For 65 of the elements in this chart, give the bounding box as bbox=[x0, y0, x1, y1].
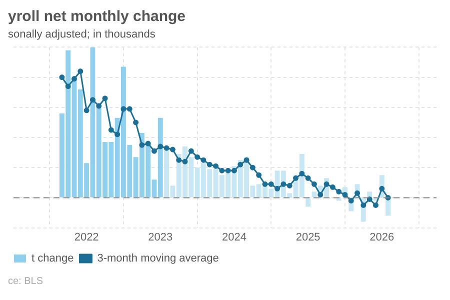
point bbox=[250, 164, 256, 170]
point bbox=[65, 84, 71, 90]
point bbox=[274, 186, 280, 192]
point bbox=[299, 170, 305, 176]
x-tick-label: 2024 bbox=[222, 231, 246, 244]
bar bbox=[336, 198, 342, 201]
point bbox=[96, 103, 102, 109]
legend-label: 3-month moving average bbox=[97, 252, 219, 265]
point bbox=[182, 158, 188, 164]
bar bbox=[306, 198, 311, 207]
point bbox=[145, 140, 151, 146]
point bbox=[324, 181, 330, 187]
x-tick-label: 2022 bbox=[74, 231, 99, 244]
point bbox=[372, 202, 378, 208]
point bbox=[126, 106, 132, 112]
text: ce: BLS bbox=[8, 276, 44, 287]
point bbox=[108, 127, 114, 133]
point bbox=[280, 181, 286, 187]
chart-title: yroll net monthly change bbox=[8, 8, 186, 26]
point bbox=[90, 97, 96, 103]
point bbox=[72, 76, 78, 82]
point bbox=[151, 148, 157, 154]
point bbox=[348, 198, 354, 204]
point bbox=[305, 175, 311, 181]
point bbox=[200, 157, 206, 163]
point bbox=[78, 68, 84, 74]
point bbox=[244, 157, 250, 163]
point bbox=[360, 202, 366, 208]
point bbox=[59, 74, 65, 80]
point bbox=[120, 106, 126, 112]
point bbox=[342, 192, 348, 198]
point bbox=[318, 192, 324, 198]
point bbox=[219, 168, 225, 174]
point bbox=[231, 168, 237, 174]
legend-label: t change bbox=[32, 252, 74, 265]
point bbox=[311, 181, 317, 187]
point bbox=[225, 168, 231, 174]
point bbox=[139, 142, 145, 148]
point bbox=[206, 162, 212, 168]
bar bbox=[367, 192, 372, 198]
point bbox=[354, 190, 360, 196]
point bbox=[114, 132, 120, 138]
point bbox=[84, 108, 90, 114]
point bbox=[133, 120, 139, 126]
point bbox=[213, 163, 219, 169]
point bbox=[176, 157, 182, 163]
point bbox=[170, 146, 176, 152]
point bbox=[293, 175, 299, 181]
point bbox=[194, 154, 200, 160]
point bbox=[188, 148, 194, 154]
point bbox=[102, 96, 108, 102]
point bbox=[158, 144, 164, 150]
point bbox=[262, 181, 268, 187]
point bbox=[336, 188, 342, 194]
point bbox=[256, 172, 262, 178]
point bbox=[238, 162, 244, 168]
point bbox=[379, 186, 385, 192]
point bbox=[268, 181, 274, 187]
x-tick-label: 2023 bbox=[148, 231, 173, 244]
point bbox=[286, 182, 292, 188]
point bbox=[164, 145, 170, 151]
chart-subtitle: sonally adjusted; in thousands bbox=[8, 28, 156, 41]
x-tick-label: 2025 bbox=[296, 231, 320, 244]
x-tick-label: 2026 bbox=[370, 231, 394, 244]
point bbox=[330, 184, 336, 190]
